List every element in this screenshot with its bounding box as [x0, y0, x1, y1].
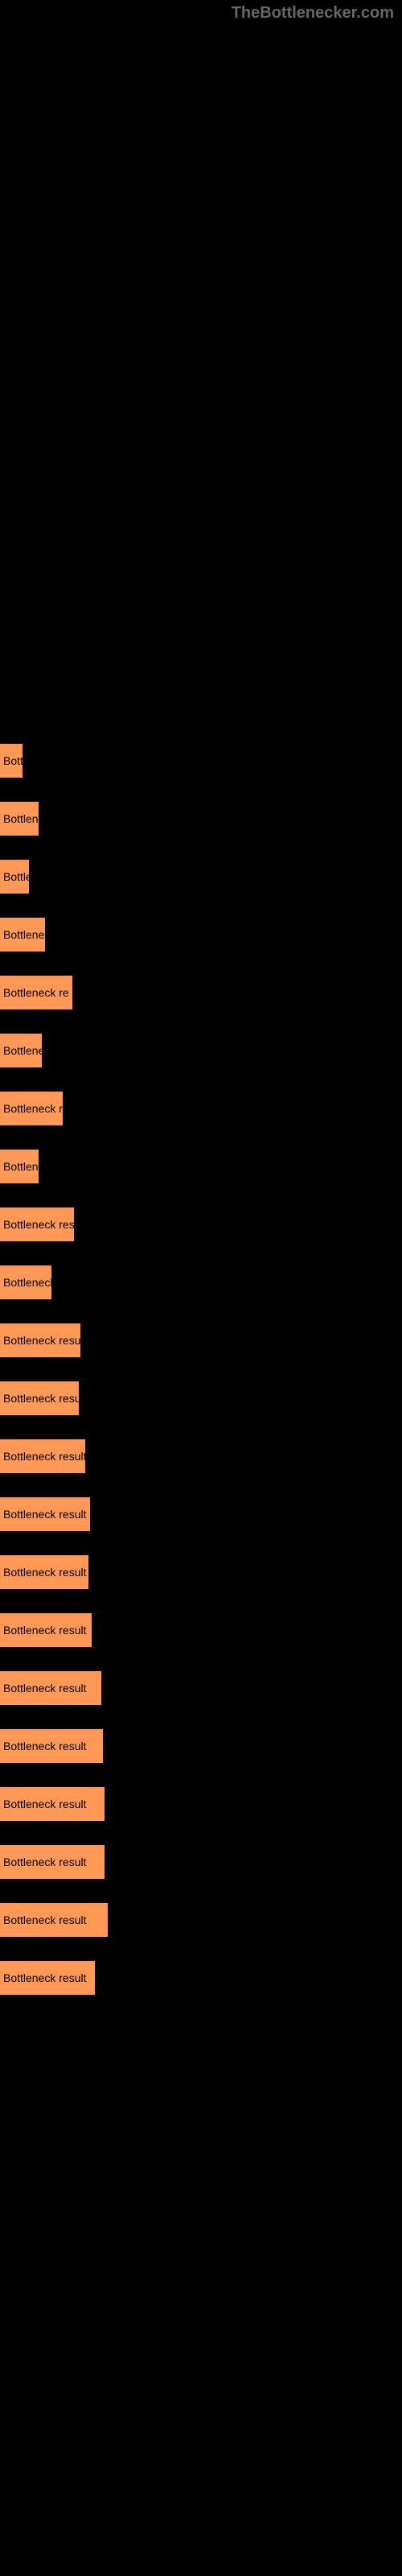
- chart-bar: Bottleneck result: [0, 1845, 105, 1879]
- bar-row: Bott: [0, 744, 23, 778]
- bar-row: Bottleneck result: [0, 1903, 108, 1937]
- chart-bar: Bottleneck result: [0, 1961, 95, 1995]
- chart-bar: Bottleneck r: [0, 1092, 63, 1125]
- bar-row: Bottleneck result: [0, 1961, 95, 1995]
- chart-bar: Bottleneck: [0, 1265, 51, 1299]
- chart-bar: Bottleneck result: [0, 1439, 85, 1473]
- bar-row: Bottleneck result: [0, 1613, 92, 1647]
- bar-row: Bottle: [0, 860, 29, 894]
- chart-bar: Bottleneck result f: [0, 1323, 80, 1357]
- chart-bar: Bottlenec: [0, 1034, 42, 1067]
- chart-bar: Bottlenec: [0, 802, 39, 836]
- bar-row: Bottlenec: [0, 802, 39, 836]
- bar-row: Bottleneck: [0, 1265, 51, 1299]
- bar-row: Bottleneck result: [0, 1439, 85, 1473]
- bar-row: Bottleneck result: [0, 1787, 105, 1821]
- bar-row: Bottleneck result: [0, 1729, 103, 1763]
- chart-bar: Bottleneck result: [0, 1497, 90, 1531]
- bar-row: Bottleneck result: [0, 1381, 79, 1415]
- chart-bar: Bottleneck: [0, 918, 45, 952]
- chart-bar: Bottleneck result: [0, 1613, 92, 1647]
- chart-bar: Bottlene: [0, 1150, 39, 1183]
- chart-bar: Bottleneck result: [0, 1903, 108, 1937]
- chart-bar: Bottleneck result: [0, 1671, 101, 1705]
- chart-bar: Bottleneck result: [0, 1381, 79, 1415]
- chart-bar: Bott: [0, 744, 23, 778]
- bar-chart: Bott Bottlenec Bottle Bottleneck Bottleneck …: [0, 0, 402, 2576]
- bar-row: Bottlenec: [0, 1034, 42, 1067]
- chart-bar: Bottleneck result: [0, 1555, 88, 1589]
- chart-bar: Bottleneck result: [0, 1729, 103, 1763]
- chart-bar: Bottle: [0, 860, 29, 894]
- bar-row: Bottleneck result: [0, 1555, 88, 1589]
- chart-bar: Bottleneck re: [0, 976, 72, 1009]
- bar-row: Bottleneck result: [0, 1497, 90, 1531]
- bar-row: Bottlene: [0, 1150, 39, 1183]
- bar-row: Bottleneck: [0, 918, 45, 952]
- bar-row: Bottleneck re: [0, 976, 72, 1009]
- chart-bar: Bottleneck result: [0, 1787, 105, 1821]
- bar-row: Bottleneck result: [0, 1845, 105, 1879]
- bar-row: Bottleneck r: [0, 1092, 63, 1125]
- bar-row: Bottleneck res: [0, 1208, 74, 1241]
- bar-row: Bottleneck result f: [0, 1323, 80, 1357]
- bar-row: Bottleneck result: [0, 1671, 101, 1705]
- chart-bar: Bottleneck res: [0, 1208, 74, 1241]
